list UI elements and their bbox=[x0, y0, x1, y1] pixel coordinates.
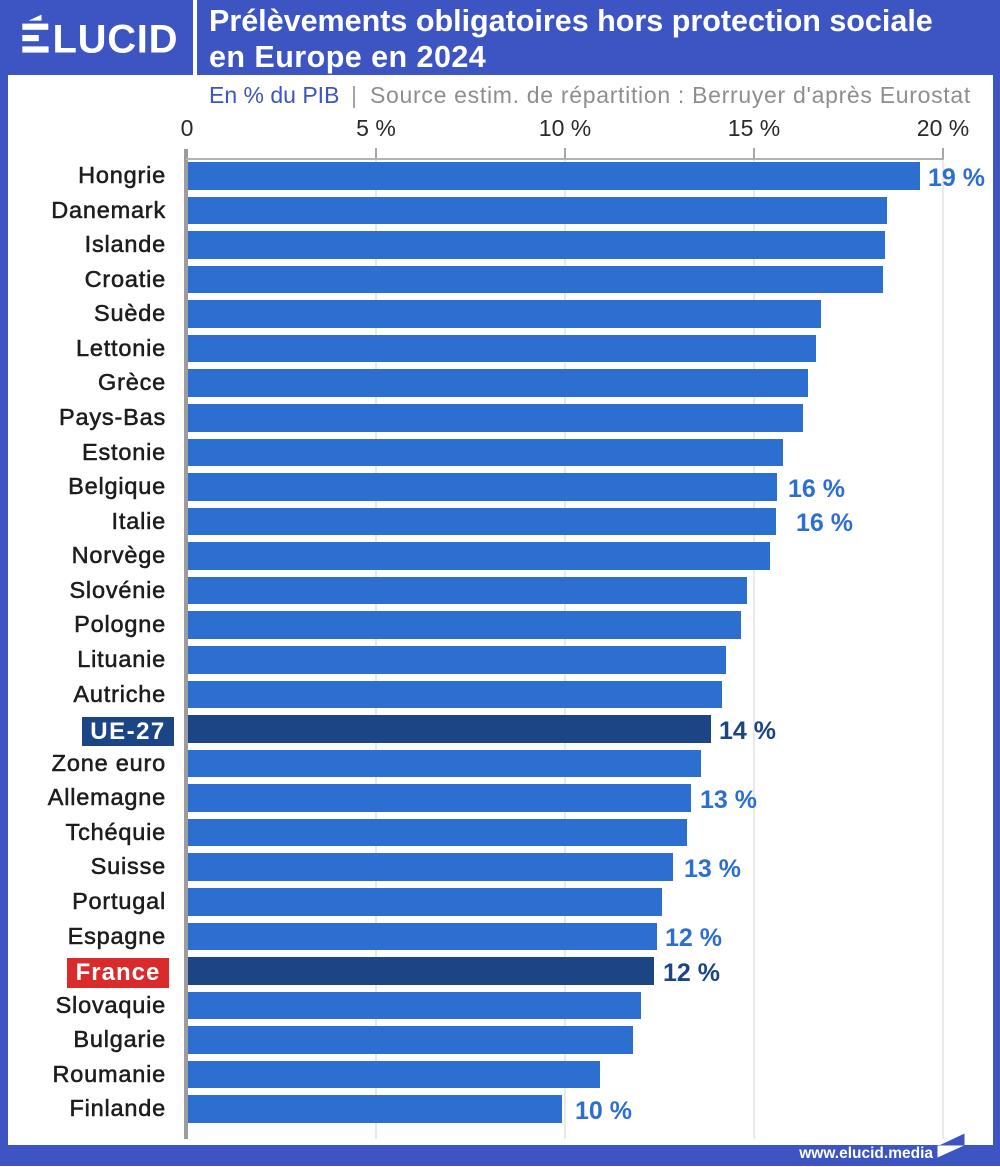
svg-text:LUCID: LUCID bbox=[53, 18, 179, 62]
